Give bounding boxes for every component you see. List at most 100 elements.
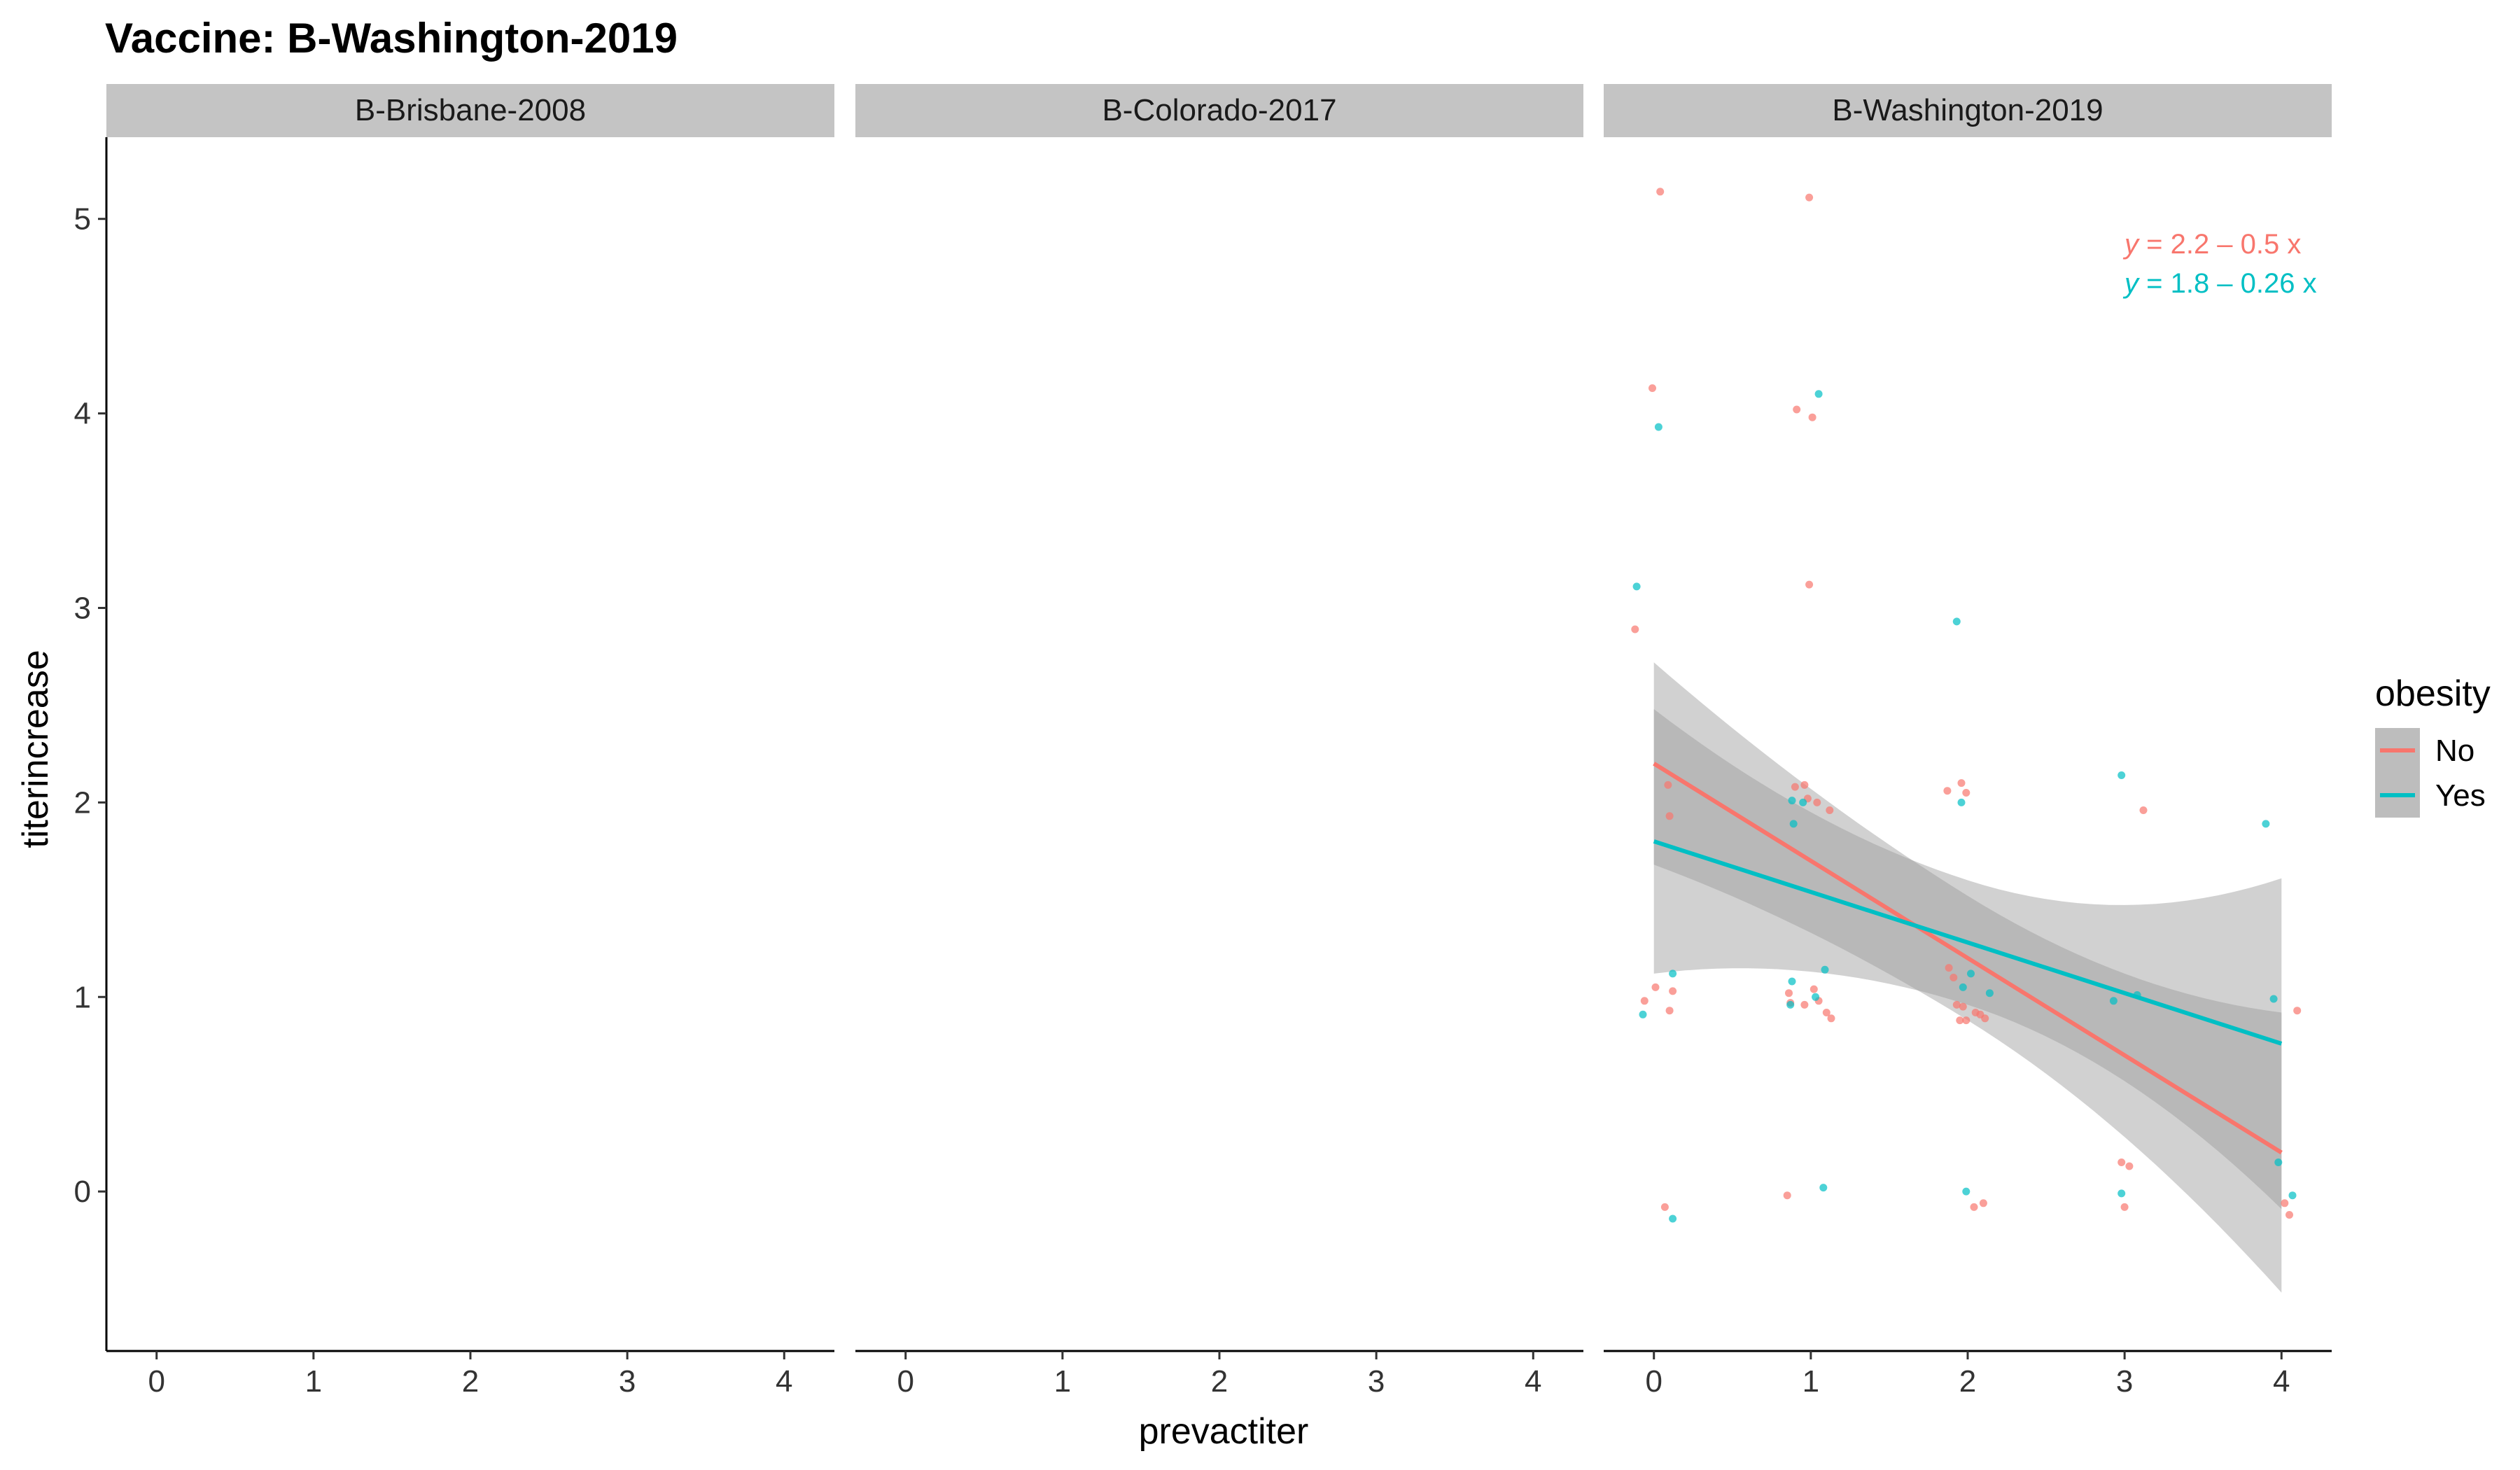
legend-title: obesity: [2375, 673, 2491, 714]
x-tick-label: 1: [1802, 1364, 1819, 1399]
data-point-no: [2118, 1158, 2126, 1166]
data-point-no: [1800, 780, 1809, 789]
facet-strip-label: B-Colorado-2017: [1102, 93, 1336, 127]
data-point-no: [1827, 1014, 1835, 1023]
y-tick-label: 0: [74, 1175, 91, 1209]
data-point-yes: [1812, 993, 1820, 1001]
x-tick-label: 0: [1645, 1364, 1662, 1399]
regression-equations: y = 2.2 – 0.5 x y = 1.8 – 0.26 x: [2122, 229, 2317, 299]
data-point-no: [1809, 985, 1818, 993]
data-point-yes: [2118, 771, 2126, 779]
data-point-no: [1791, 783, 1799, 791]
y-tick-label: 3: [74, 591, 91, 625]
data-point-no: [1952, 1000, 1961, 1009]
data-point-yes: [2109, 997, 2118, 1005]
data-point-yes: [2274, 1158, 2283, 1166]
data-point-no: [1943, 787, 1952, 795]
x-tick-label: 2: [1211, 1364, 1228, 1399]
data-point-no: [1981, 1014, 1989, 1023]
data-point-no: [2125, 1162, 2134, 1170]
data-point-no: [1962, 1016, 1970, 1025]
regression-equation-1: y = 2.2 – 0.5 x: [2122, 229, 2301, 260]
data-point-no: [1813, 798, 1821, 806]
data-point-no: [1808, 413, 1816, 421]
data-point-no: [1665, 1007, 1674, 1015]
facet-strip-label: B-Washington-2019: [1832, 93, 2103, 127]
data-point-no: [1805, 580, 1814, 589]
data-point-yes: [1959, 983, 1967, 991]
y-tick-label: 1: [74, 980, 91, 1014]
regression-equation-2: y = 1.8 – 0.26 x: [2122, 268, 2317, 299]
x-tick-label: 4: [776, 1364, 792, 1399]
legend: obesity No Yes: [2375, 673, 2491, 818]
data-point-yes: [1821, 965, 1829, 974]
x-tick-label: 3: [2116, 1364, 2133, 1399]
data-point-no: [1805, 193, 1814, 202]
confidence-band-no: [1653, 662, 2282, 1293]
data-point-no: [2281, 1199, 2289, 1208]
x-tick-label: 2: [1959, 1364, 1976, 1399]
data-point-no: [1957, 779, 1966, 788]
data-point-yes: [1669, 1214, 1677, 1223]
x-tick-label: 3: [619, 1364, 636, 1399]
x-tick-label: 4: [2273, 1364, 2290, 1399]
x-tick-label: 0: [148, 1364, 164, 1399]
data-point-yes: [1786, 1000, 1795, 1009]
data-point-no: [1656, 188, 1665, 196]
data-point-yes: [2118, 1189, 2126, 1198]
facet-strip: [106, 84, 834, 137]
data-point-yes: [1788, 977, 1796, 986]
data-point-no: [1822, 1009, 1830, 1016]
data-point-yes: [1962, 1187, 1970, 1196]
data-point-no: [1631, 625, 1639, 634]
data-point-no: [1962, 789, 1970, 797]
x-tick-label: 1: [1054, 1364, 1071, 1399]
data-point-yes: [1788, 797, 1796, 805]
data-point-yes: [1819, 1184, 1828, 1192]
data-point-yes: [1814, 390, 1823, 398]
facet-strip: [1604, 84, 2332, 137]
data-point-no: [1979, 1199, 1987, 1208]
legend-label: No: [2435, 734, 2474, 768]
x-tick-label: 4: [1525, 1364, 1541, 1399]
data-point-no: [1648, 384, 1656, 392]
regression-line-no: [1653, 762, 2283, 1155]
facet-panel-1: B-Brisbane-2008 0 1 2 3 4 0 1 2 3 4 5: [74, 84, 834, 1399]
x-tick-label: 0: [897, 1364, 913, 1399]
data-point-yes: [1789, 820, 1798, 828]
x-tick-label: 3: [1368, 1364, 1385, 1399]
y-tick-label: 5: [74, 202, 91, 237]
x-axis-title: prevactiter: [1139, 1411, 1309, 1452]
y-axis-title: titerincrease: [15, 650, 56, 848]
data-point-yes: [1952, 617, 1961, 626]
data-point-no: [1664, 780, 1672, 789]
facet-panel-2: B-Colorado-2017 0 1 2 3 4: [855, 84, 1583, 1399]
legend-item-no: No: [2375, 728, 2474, 773]
legend-label: Yes: [2435, 778, 2486, 813]
data-point-no: [1800, 1000, 1809, 1009]
facet-strip: [855, 84, 1583, 137]
data-point-no: [1665, 812, 1674, 820]
data-point-yes: [1799, 798, 1807, 806]
data-point-yes: [2288, 1191, 2297, 1200]
data-point-no: [1640, 997, 1648, 1005]
y-tick-label: 2: [74, 785, 91, 820]
data-point-no: [1651, 983, 1660, 991]
data-point-yes: [2262, 820, 2270, 828]
data-point-yes: [1669, 969, 1677, 978]
data-point-no: [1945, 964, 1953, 972]
data-point-no: [2286, 1211, 2293, 1219]
data-point-yes: [1654, 423, 1662, 431]
data-point-yes: [1967, 969, 1975, 978]
data-point-no: [1660, 1203, 1669, 1211]
facet-strip-label: B-Brisbane-2008: [355, 93, 586, 127]
regression-line-yes: [1653, 839, 2283, 1046]
data-point-no: [1956, 1016, 1964, 1025]
data-point-no: [1793, 405, 1801, 414]
data-point-no: [1970, 1203, 1978, 1211]
data-point-no: [1949, 974, 1958, 981]
facet-panels: B-Brisbane-2008 0 1 2 3 4 0 1 2 3 4 5 B-Colorado-201…: [74, 84, 2332, 1399]
y-tick-label: 4: [74, 397, 91, 431]
